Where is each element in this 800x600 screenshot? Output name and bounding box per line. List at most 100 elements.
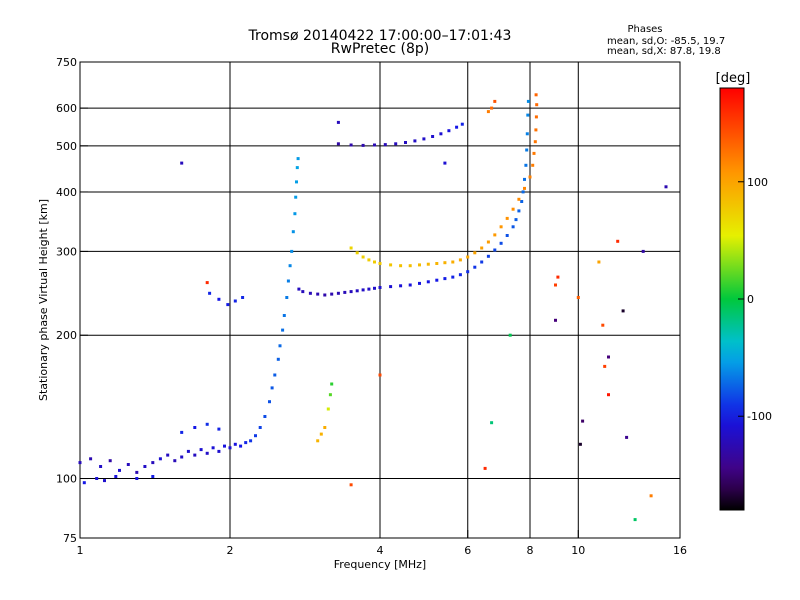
data-point (316, 292, 320, 296)
data-point (523, 186, 526, 190)
axis-ticks: 1 2 4 6 8 10 16 75 100 200 300 400 500 600 750 (56, 56, 687, 557)
data-point (208, 291, 212, 295)
data-point (556, 275, 560, 279)
data-point (581, 419, 585, 423)
data-point (336, 120, 340, 124)
data-point (418, 281, 421, 285)
data-point (217, 427, 221, 431)
data-point (394, 142, 398, 146)
data-point (383, 143, 387, 147)
data-point (135, 470, 139, 474)
data-point (135, 477, 139, 480)
data-point (118, 468, 121, 472)
data-point (126, 463, 130, 466)
data-point (480, 260, 484, 264)
data-point (288, 264, 292, 268)
data-point (143, 465, 147, 468)
data-point (499, 225, 503, 229)
data-point (517, 209, 521, 213)
data-point (349, 290, 353, 294)
data-point (151, 461, 155, 465)
data-point (349, 483, 353, 487)
data-point (82, 481, 86, 485)
data-point (378, 286, 382, 289)
data-point (426, 262, 430, 266)
data-point (523, 177, 526, 181)
data-point (621, 309, 625, 313)
data-point (349, 246, 353, 250)
data-point (473, 265, 477, 269)
data-point (399, 264, 403, 268)
data-point (418, 263, 421, 267)
data-point (524, 163, 528, 167)
data-point (508, 333, 512, 337)
colorbar-tick-label: 0 (747, 293, 754, 306)
data-point (239, 444, 243, 448)
data-point (486, 254, 490, 258)
data-point (291, 230, 295, 234)
data-point (439, 132, 443, 136)
data-point (290, 249, 294, 253)
data-point (281, 328, 285, 332)
data-point (286, 279, 290, 283)
data-point (373, 143, 376, 147)
data-point (223, 444, 226, 448)
data-point (205, 451, 209, 455)
data-point (435, 278, 439, 282)
data-point (633, 518, 637, 522)
x-tick-label: 2 (227, 544, 234, 557)
phase-info-o: mean, sd,O: -85.5, 19.7 (607, 36, 725, 47)
x-tick-label: 1 (77, 544, 84, 557)
data-point (205, 281, 209, 285)
data-point (285, 296, 289, 299)
data-point (367, 287, 371, 291)
data-point (490, 106, 494, 110)
data-point (426, 280, 430, 284)
data-point (173, 459, 177, 463)
data-point (295, 166, 299, 170)
data-point (103, 479, 106, 483)
data-point (531, 163, 535, 167)
data-point (458, 258, 462, 262)
data-point (308, 291, 312, 295)
data-point (505, 216, 509, 220)
data-point (293, 212, 297, 216)
data-point (278, 344, 282, 348)
data-point (521, 190, 525, 194)
data-point (493, 233, 497, 237)
x-tick-label: 4 (377, 544, 384, 557)
colorbar-tick-label: -100 (747, 410, 772, 423)
y-tick-label: 75 (63, 532, 77, 545)
data-point (276, 357, 280, 361)
data-point (505, 234, 509, 237)
data-point (399, 284, 403, 288)
data-point (297, 287, 301, 291)
data-point (294, 195, 298, 199)
y-tick-label: 600 (56, 102, 77, 115)
chart-subtitle: RwPretec (8p) (331, 41, 429, 57)
x-tick-label: 6 (464, 544, 471, 557)
data-point (244, 441, 248, 445)
data-point (511, 207, 515, 211)
data-point (603, 364, 607, 368)
data-point (431, 135, 435, 138)
data-point (205, 422, 209, 426)
x-tick-label: 8 (527, 544, 534, 557)
data-point (301, 290, 305, 294)
data-point (443, 161, 447, 165)
data-point (466, 255, 470, 259)
data-point (480, 246, 484, 250)
data-point (233, 299, 237, 303)
data-point (193, 426, 197, 429)
data-point (326, 407, 330, 411)
data-point (528, 175, 532, 179)
y-tick-label: 750 (56, 56, 77, 69)
data-point (473, 251, 477, 255)
data-point (180, 430, 184, 434)
data-point (422, 137, 426, 141)
data-point (408, 283, 412, 287)
gridlines (80, 62, 680, 538)
data-point (517, 197, 521, 201)
data-point (378, 373, 382, 377)
data-point (193, 453, 197, 457)
